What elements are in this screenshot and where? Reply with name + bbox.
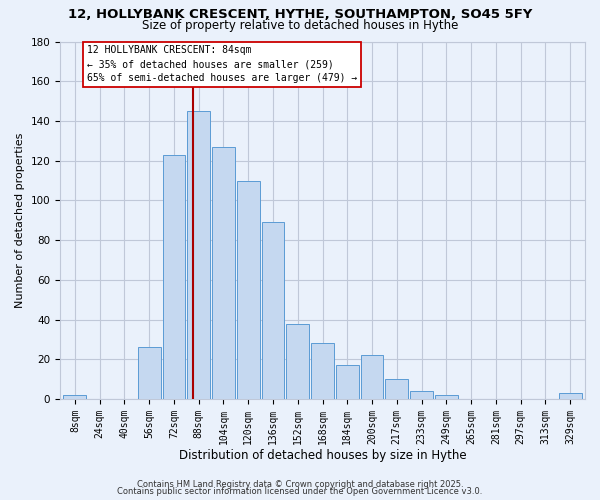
Bar	[237, 180, 260, 399]
Bar	[385, 379, 408, 399]
Bar	[187, 111, 210, 399]
Text: 12, HOLLYBANK CRESCENT, HYTHE, SOUTHAMPTON, SO45 5FY: 12, HOLLYBANK CRESCENT, HYTHE, SOUTHAMPT…	[68, 8, 532, 20]
Bar	[163, 154, 185, 399]
Bar	[361, 356, 383, 399]
Text: Contains public sector information licensed under the Open Government Licence v3: Contains public sector information licen…	[118, 488, 482, 496]
Y-axis label: Number of detached properties: Number of detached properties	[15, 132, 25, 308]
Bar	[311, 344, 334, 399]
Bar	[410, 391, 433, 399]
Text: Size of property relative to detached houses in Hythe: Size of property relative to detached ho…	[142, 18, 458, 32]
Bar	[336, 365, 359, 399]
Bar	[64, 395, 86, 399]
X-axis label: Distribution of detached houses by size in Hythe: Distribution of detached houses by size …	[179, 450, 466, 462]
Bar	[212, 147, 235, 399]
Bar	[435, 395, 458, 399]
Text: 12 HOLLYBANK CRESCENT: 84sqm
← 35% of detached houses are smaller (259)
65% of s: 12 HOLLYBANK CRESCENT: 84sqm ← 35% of de…	[87, 46, 358, 84]
Bar	[262, 222, 284, 399]
Bar	[559, 393, 581, 399]
Text: Contains HM Land Registry data © Crown copyright and database right 2025.: Contains HM Land Registry data © Crown c…	[137, 480, 463, 489]
Bar	[286, 324, 309, 399]
Bar	[138, 348, 161, 399]
